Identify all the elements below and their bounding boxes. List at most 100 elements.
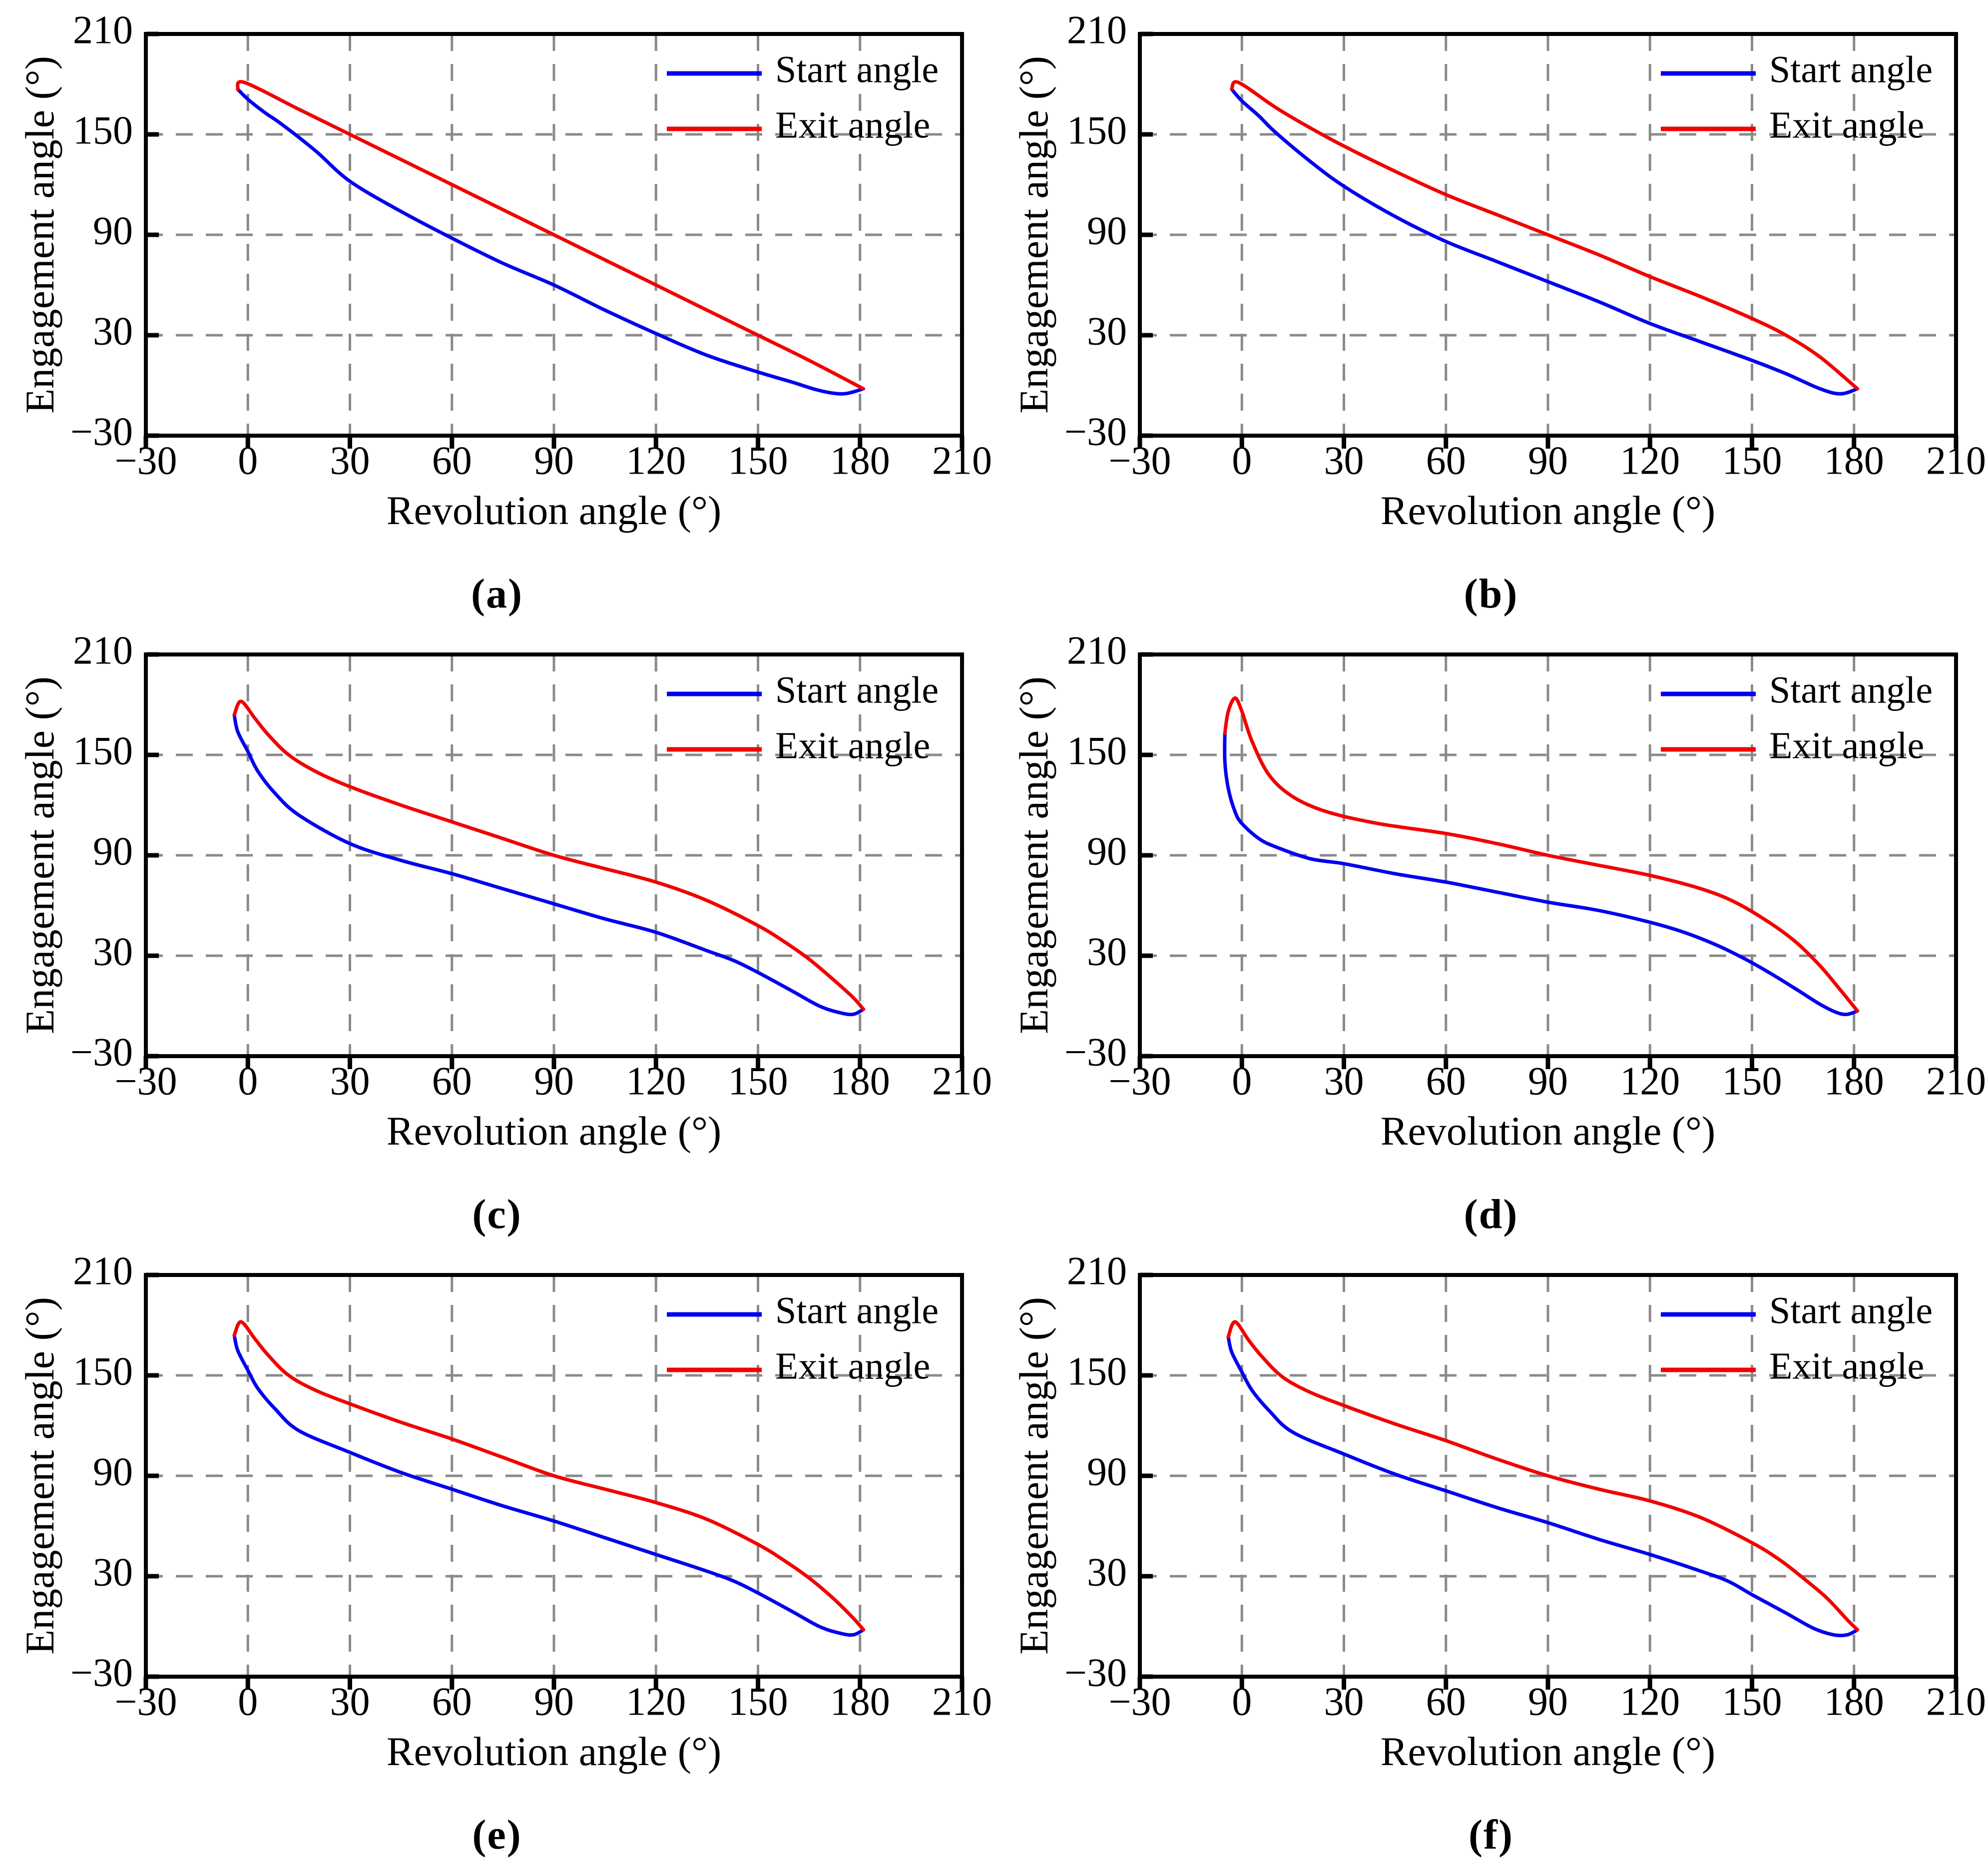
tick-group [1137,1272,1959,1690]
x-tick-label-180: 180 [830,439,890,483]
x-axis-title: Revolution angle (°) [387,1108,721,1154]
chart-canvas-c: −30 0 30 60 90 120 150 180 210 210 150 90 30 −30 Revol… [0,621,994,1241]
x-tick-label-150: 150 [728,1680,788,1724]
x-tick-label-90: 90 [1528,1680,1568,1724]
x-tick-label-120: 120 [626,1680,686,1724]
exit-angle-curve [1223,696,1860,1013]
subplot-c: −30 0 30 60 90 120 150 180 210 210 150 90 30 −30 Revol… [0,621,994,1241]
subplot-caption-a: (a) [471,571,523,617]
x-tick-label-210: 210 [1926,1059,1986,1103]
x-tick-label-60: 60 [1426,439,1466,483]
x-tick-label-90: 90 [534,439,574,483]
y-tick-label-30: 30 [93,1550,133,1594]
legend-label-exit: Exit angle [1769,1345,1924,1387]
y-tick-label-210: 210 [73,1249,133,1293]
chart-e: −30 0 30 60 90 120 150 180 210 210 150 90 30 −30 Revol… [17,1249,992,1774]
tick-group [1137,652,1959,1069]
start-angle-curve [232,1333,866,1637]
x-tick-label-210: 210 [1926,1680,1986,1724]
y-axis-title: Engagement angle (°) [1011,1297,1056,1655]
x-tick-label-210: 210 [1926,439,1986,483]
x-tick-label-180: 180 [830,1680,890,1724]
y-tick-label--30: −30 [70,410,133,454]
legend-label-start: Start angle [1769,669,1933,711]
y-tick-label-210: 210 [1067,8,1127,52]
y-tick-label-210: 210 [73,8,133,52]
legend: Start angle Exit angle [667,48,939,146]
subplot-a: −30 0 30 60 90 120 150 180 210 210 150 90 30 −30 Revol… [0,0,994,621]
x-tick-label--30: −30 [1108,1059,1171,1103]
start-angle-curve [232,713,866,1017]
y-tick-label-30: 30 [93,309,133,353]
x-axis-title: Revolution angle (°) [1381,488,1715,533]
subplot-caption-d: (d) [1464,1191,1518,1238]
y-tick-label-90: 90 [93,829,133,873]
x-tick-label--30: −30 [1108,439,1171,483]
x-tick-label-0: 0 [1232,1680,1252,1724]
grid-group [1140,654,1956,1056]
subplot-f: −30 0 30 60 90 120 150 180 210 210 150 90 30 −30 Revol… [994,1241,1988,1862]
x-tick-label-30: 30 [1324,439,1364,483]
legend: Start angle Exit angle [667,1289,939,1387]
x-tick-label-150: 150 [728,1059,788,1103]
y-tick-label-150: 150 [73,108,133,152]
y-axis-title: Engagement angle (°) [1011,676,1056,1034]
y-tick-label--30: −30 [70,1651,133,1695]
x-tick-label-0: 0 [238,1680,258,1724]
x-tick-label-30: 30 [1324,1680,1364,1724]
y-axis-title: Engagement angle (°) [17,1297,62,1655]
x-tick-label-210: 210 [932,1059,992,1103]
y-tick-label-30: 30 [1087,1550,1127,1594]
chart-canvas-e: −30 0 30 60 90 120 150 180 210 210 150 90 30 −30 Revol… [0,1241,994,1862]
x-tick-label-60: 60 [432,439,472,483]
start-angle-curve [236,87,866,396]
x-tick-label-150: 150 [1722,1059,1782,1103]
x-tick-label-120: 120 [626,1059,686,1103]
y-axis-title: Engagement angle (°) [17,676,62,1034]
x-tick-label--30: −30 [114,1059,177,1103]
y-tick-label-150: 150 [1067,1349,1127,1393]
y-tick-label-150: 150 [73,729,133,773]
x-tick-label-90: 90 [1528,1059,1568,1103]
legend-label-exit: Exit angle [1769,104,1924,146]
x-axis-title: Revolution angle (°) [387,1729,721,1774]
grid-group [146,34,962,436]
start-angle-curve [1226,1335,1860,1638]
x-tick-label-180: 180 [1824,1059,1884,1103]
y-tick-label-150: 150 [1067,729,1127,773]
chart-canvas-a: −30 0 30 60 90 120 150 180 210 210 150 90 30 −30 Revol… [0,0,994,621]
legend-label-exit: Exit angle [775,104,930,146]
x-tick-label--30: −30 [114,439,177,483]
legend-label-start: Start angle [775,48,939,90]
chart-canvas-b: −30 0 30 60 90 120 150 180 210 210 150 90 30 −30 Revol… [994,0,1988,621]
x-tick-label-30: 30 [1324,1059,1364,1103]
start-angle-curve [1223,731,1860,1016]
x-tick-label-150: 150 [728,439,788,483]
x-tick-label-90: 90 [534,1680,574,1724]
tick-group [143,1272,965,1690]
x-tick-label-30: 30 [330,1680,370,1724]
legend-label-start: Start angle [1769,1289,1933,1331]
x-tick-label-120: 120 [1620,1059,1680,1103]
x-tick-label--30: −30 [1108,1680,1171,1724]
y-tick-label-90: 90 [1087,209,1127,253]
y-tick-label-90: 90 [93,209,133,253]
x-tick-label-60: 60 [432,1680,472,1724]
x-tick-label-60: 60 [432,1059,472,1103]
x-tick-label-90: 90 [534,1059,574,1103]
y-tick-label--30: −30 [70,1030,133,1074]
exit-angle-curve [1226,1320,1860,1632]
exit-angle-curve [1230,80,1860,391]
x-tick-label-60: 60 [1426,1680,1466,1724]
y-tick-label--30: −30 [1064,410,1127,454]
chart-a: −30 0 30 60 90 120 150 180 210 210 150 90 30 −30 Revol… [17,8,992,533]
tick-group [143,31,965,449]
legend-label-exit: Exit angle [1769,724,1924,766]
y-tick-label-210: 210 [1067,628,1127,672]
grid-group [146,1275,962,1677]
legend-label-start: Start angle [1769,48,1933,90]
x-tick-label-210: 210 [932,1680,992,1724]
x-axis-title: Revolution angle (°) [1381,1729,1715,1774]
x-tick-label-60: 60 [1426,1059,1466,1103]
